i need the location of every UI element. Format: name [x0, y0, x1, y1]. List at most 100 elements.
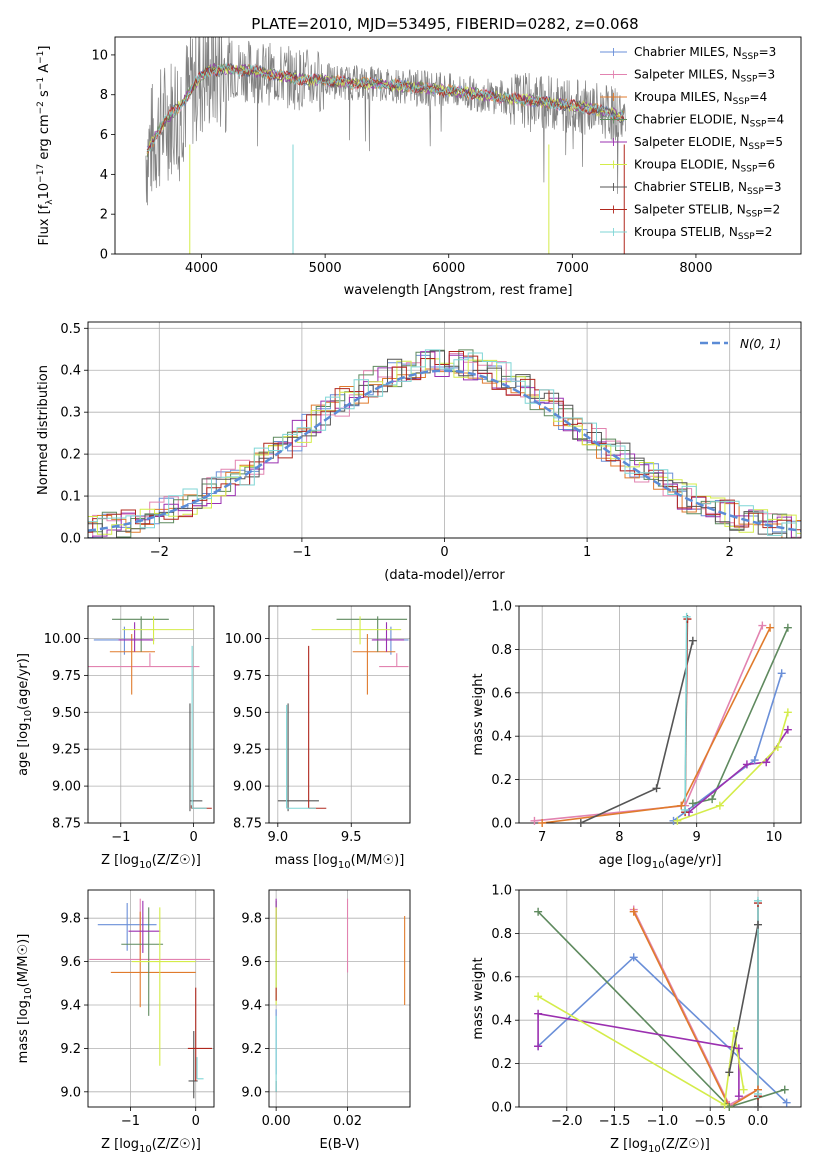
weight_vs_Z-xtick-label: −1.0: [647, 1114, 679, 1129]
age_vs_mass-ytick-label: 9.25: [233, 743, 262, 758]
weight_vs_age-xtick-label: 9: [693, 830, 701, 845]
legend-post: =2: [763, 203, 781, 217]
mass_vs_Z-ytick-label: 9.0: [60, 1085, 81, 1100]
age_vs_mass-xlabel-sub: 10: [338, 860, 351, 871]
mass_vs_ebv-frame: [268, 889, 411, 1108]
weight-point-kroupa-elodie: [715, 801, 724, 810]
weight_vs_age-ytick-label: 1.0: [491, 600, 512, 615]
age_vs_Z-ytick-label: 9.25: [52, 743, 81, 758]
weight-point-chabrier-stelib: [753, 1103, 762, 1111]
spectrum-xtick-label: 6000: [432, 261, 465, 276]
legend-entry: Chabrier ELODIE, NSSP=4: [634, 113, 784, 130]
age_vs_Z-ytick-label: 9.50: [52, 706, 81, 721]
legend-entry: Kroupa MILES, NSSP=4: [634, 90, 767, 107]
mass_vs_Z-panel: −1 09.09.29.49.69.8Z [log10(Z/Z☉)]mass [l…: [16, 889, 215, 1155]
mass_vs_ebv-axes: 0.00 0.02 9.0 9.2 9.4 9.6 9.8 E(B-V): [241, 889, 411, 1152]
residuals-panel: −2 −1 0 1 2 0.0 0.1 0.2 0.3 0.4 0.5 (data-model)/er…: [36, 321, 802, 583]
weight_vs_age-ylabel: mass weight: [471, 673, 486, 755]
weight-point-chabrier-stelib: [688, 636, 697, 645]
legend-entry: Salpeter STELIB, NSSP=2: [634, 203, 780, 220]
age_vs_mass-xlabel-rest: (M/M☉)]: [351, 853, 405, 868]
weight-line-kroupa-stelib: [684, 616, 688, 811]
mass_vs_Z-xlabel-rest: (Z/Z☉)]: [152, 1137, 201, 1152]
mass_vs_ebv-plot-area: [275, 898, 406, 1092]
age_vs_mass-axes: 9.0 9.5 8.75 9.00 9.25 9.50 9.75 10.00 mass [log…: [225, 605, 411, 871]
weight_vs_age-ytick-label: 0.6: [491, 686, 512, 701]
spectrum-ytick-label: 2: [100, 208, 108, 223]
spectrum-ytick-label: 10: [91, 48, 108, 63]
residuals-ytick-label: 0.5: [60, 322, 81, 337]
mass_vs_ebv-xlabel: E(B-V): [319, 1137, 359, 1152]
weight-point-salpeter-miles: [530, 816, 539, 825]
mass_vs_Z-ylabel-main: mass [log: [16, 1000, 31, 1063]
age_vs_Z-plot-area: [88, 616, 212, 812]
weight-line-chabrier-elodie: [537, 911, 785, 1107]
weight-line-kroupa-miles: [632, 911, 759, 1107]
weight-point-kroupa-elodie: [534, 992, 543, 1001]
weight-point-chabrier-elodie: [783, 623, 792, 632]
legend-post: =4: [766, 113, 784, 127]
weight-point-chabrier-stelib: [652, 784, 661, 793]
weight-point-chabrier-miles: [782, 1098, 791, 1107]
age_vs_Z-ytick-label: 9.75: [52, 669, 81, 684]
weight-line-salpeter-elodie: [688, 729, 789, 813]
ylabel-part: A: [37, 64, 52, 77]
model-spectrum-kroupa-stelib: [146, 61, 625, 152]
weight-point-chabrier-elodie: [780, 1085, 789, 1094]
spectrum-ytick-label: 4: [100, 168, 108, 183]
weight_vs_Z-xlabel-sub: 10: [648, 1144, 661, 1155]
legend-entry: Salpeter ELODIE, NSSP=5: [634, 135, 783, 152]
spectrum-axes: 4000 5000 6000 7000 8000 0 2 4 6 8 10 wavelength [A…: [36, 36, 802, 298]
ylabel-part: −17: [36, 164, 46, 183]
legend-post: =5: [765, 135, 783, 149]
mass_vs_Z-xtick-label: 0: [192, 1114, 200, 1129]
weight-point-salpeter-elodie: [783, 725, 792, 734]
weight-point-kroupa-miles: [766, 623, 775, 632]
weight-line-kroupa-elodie: [537, 995, 745, 1107]
mass_vs_Z-xlabel-main: Z [log: [101, 1137, 139, 1152]
legend-sub: SSP: [741, 75, 758, 85]
weight_vs_age-xtick-label: 8: [615, 830, 623, 845]
legend-post: =3: [764, 180, 782, 194]
age_vs_mass-ytick-label: 9.50: [233, 706, 262, 721]
figure-title: PLATE=2010, MJD=53495, FIBERID=0282, z=0…: [251, 15, 638, 33]
weight_vs_Z-xtick-label: −0.5: [694, 1114, 726, 1129]
age_vs_Z-ylabel-sub: 10: [23, 710, 34, 723]
weight-point-chabrier-miles: [629, 953, 638, 962]
weight-point-kroupa-stelib: [753, 1089, 762, 1098]
age_vs_Z-xlabel-main: Z [log: [101, 853, 139, 868]
mass_vs_ebv-xtick-label: 0.00: [262, 1114, 291, 1129]
legend-sub: SSP: [750, 120, 767, 130]
weight_vs_Z-ytick-label: 0.4: [491, 1014, 512, 1029]
weight-point-chabrier-elodie: [708, 795, 717, 804]
weight_vs_Z-panel: −2.0 −1.5 −1.0 −0.5 0.0 0.0 0.2 0.4 0.6 0.8 1.0 Z […: [471, 884, 802, 1155]
residuals-axes: −2 −1 0 1 2 0.0 0.1 0.2 0.3 0.4 0.5 (data-model)/er…: [36, 321, 802, 583]
legend-text: Kroupa MILES, N: [634, 90, 733, 104]
legend-sub: SSP: [747, 187, 764, 197]
residuals-ytick-label: 0.2: [60, 448, 81, 463]
mass_vs_Z-xlabel-sub: 10: [139, 1144, 152, 1155]
weight_vs_age-xtick-label: 10: [766, 830, 783, 845]
age_vs_Z-xlabel: Z [log10(Z/Z☉)]: [101, 853, 201, 871]
weight_vs_Z-ytick-label: 0.8: [491, 927, 512, 942]
ylabel-part: erg cm: [37, 114, 52, 163]
spectrum-panel: 4000 5000 6000 7000 8000 0 2 4 6 8 10 wavelength [A…: [36, 36, 802, 298]
weight-point-chabrier-miles: [750, 756, 759, 765]
legend-text: Salpeter STELIB, N: [634, 203, 746, 217]
weight_vs_Z-xtick-label: −1.5: [599, 1114, 631, 1129]
age_vs_mass-ytick-label: 9.75: [233, 669, 262, 684]
residuals-frame: [87, 321, 802, 539]
age_vs_Z-frame: [87, 605, 215, 824]
legend-post: =3: [757, 68, 775, 82]
weight-point-kroupa-elodie: [773, 743, 782, 752]
age_vs_Z-grid: [88, 606, 214, 824]
weight_vs_age-xlabel-main: age [log: [599, 853, 652, 868]
weight_vs_Z-xtick-label: 0.0: [748, 1114, 769, 1129]
age_vs_Z-ytick-label: 8.75: [52, 817, 81, 832]
age_vs_mass-xlabel-main: mass [log: [275, 853, 338, 868]
residuals-xtick-label: 1: [583, 545, 591, 560]
weight_vs_Z-ytick-label: 0.6: [491, 970, 512, 985]
weight_vs_age-xtick-label: 7: [538, 830, 546, 845]
